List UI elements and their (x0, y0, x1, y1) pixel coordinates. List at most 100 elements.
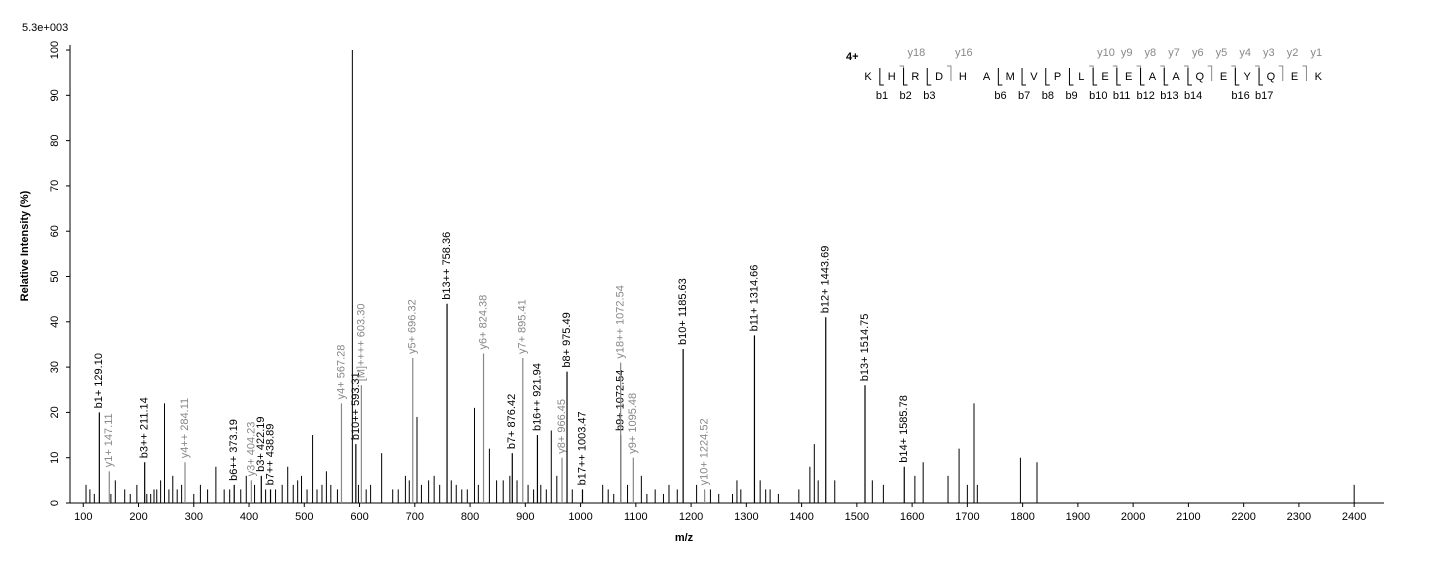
y-ion-label: y9 (1121, 47, 1133, 59)
x-tick-label: 1100 (624, 511, 648, 523)
residue: L (1078, 71, 1084, 83)
peak-label: b11+ 1314.66 (748, 265, 760, 332)
y-ion-bracket (1302, 65, 1307, 81)
peak-label: b8+ 975.49 (561, 312, 573, 367)
peak-label: y18++ 1072.54 (615, 285, 627, 358)
charge: 4+ (846, 51, 859, 63)
x-tick-label: 300 (185, 511, 203, 523)
residue: E (1125, 71, 1132, 83)
y-tick-label: 80 (49, 134, 61, 146)
peak-label: b7+ 876.42 (506, 394, 518, 449)
y-ion-bracket (899, 65, 905, 81)
b-ion-bracket (1258, 68, 1264, 86)
residue: M (1006, 71, 1015, 83)
peak-label: b17++ 1003.47 (576, 411, 588, 485)
x-tick-label: 2200 (1231, 511, 1255, 523)
residue: H (959, 71, 967, 83)
y-ion-bracket (1136, 65, 1142, 81)
x-tick-label: 1600 (900, 511, 924, 523)
peak-label: y8+ 966.45 (556, 399, 568, 454)
y-tick-label: 50 (49, 270, 61, 282)
residue: D (935, 71, 943, 83)
x-tick-label: 900 (516, 511, 534, 523)
peak-label: b7++ 438.89 (264, 424, 276, 486)
x-tick-label: 1000 (568, 511, 592, 523)
b-ion-label: b14 (1184, 90, 1202, 102)
y-ion-bracket (1160, 65, 1165, 81)
y-ion-bracket (946, 65, 952, 81)
b-ion-bracket (1092, 68, 1098, 86)
residue: Q (1196, 71, 1205, 83)
y-ion-label: y2 (1287, 47, 1299, 59)
peak-label: b16++ 921.94 (531, 363, 543, 431)
y-ion-bracket (1278, 65, 1284, 81)
y-ion-label: y1 (1310, 47, 1322, 59)
y-ion-label: y4 (1239, 47, 1251, 59)
b-ion-bracket (1163, 68, 1169, 86)
residue: K (864, 71, 872, 83)
x-tick-label: 2100 (1176, 511, 1200, 523)
x-tick-label: 2000 (1121, 511, 1145, 523)
b-ion-bracket (879, 68, 884, 86)
peak-label: y5+ 696.32 (407, 299, 419, 354)
y-ion-label: y7 (1168, 47, 1180, 59)
residue: Y (1244, 71, 1252, 83)
x-tick-label: 1500 (845, 511, 869, 523)
y-tick-label: 20 (49, 406, 61, 418)
b-ion-label: b3 (923, 90, 935, 102)
residue: A (1149, 71, 1157, 83)
b-ion-bracket (997, 68, 1003, 86)
b-ion-label: b2 (900, 90, 912, 102)
b-ion-bracket (1021, 68, 1027, 86)
peak-label: y1+ 147.11 (103, 413, 115, 467)
residue: E (1291, 71, 1298, 83)
peak-label: b3+ 422.19 (255, 416, 267, 471)
residue: P (1054, 71, 1061, 83)
residue: Q (1267, 71, 1276, 83)
residue: E (1101, 71, 1108, 83)
scale-note: 5.3e+003 (22, 22, 68, 34)
y-ion-label: y3 (1263, 47, 1275, 59)
b-ion-label: b13 (1160, 90, 1178, 102)
b-ion-bracket (926, 68, 932, 86)
b-ion-label: b17 (1255, 90, 1273, 102)
b-ion-bracket (1068, 68, 1074, 86)
x-tick-label: 1400 (789, 511, 813, 523)
y-tick-label: 90 (49, 89, 61, 101)
b-ion-label: b6 (994, 90, 1006, 102)
x-tick-label: 500 (295, 511, 313, 523)
b-ion-label: b7 (1018, 90, 1030, 102)
x-tick-label: 1800 (1010, 511, 1034, 523)
residue: K (1315, 71, 1323, 83)
y-ion-bracket (1183, 65, 1189, 81)
y-axis-title: Relative Intensity (%) (19, 190, 31, 301)
b-ion-label: b9 (1065, 90, 1077, 102)
b-ion-label: b16 (1231, 90, 1249, 102)
y-ion-label: y5 (1216, 47, 1228, 59)
x-tick-label: 100 (74, 511, 92, 523)
x-tick-label: 800 (461, 511, 479, 523)
y-tick-label: 40 (49, 316, 61, 328)
x-tick-label: 700 (406, 511, 424, 523)
residue: R (911, 71, 919, 83)
y-ion-bracket (1112, 65, 1118, 81)
peak-label: b13+ 1514.75 (859, 314, 871, 382)
peak-label: b3++ 211.14 (139, 397, 151, 458)
peak-label: y9+ 1095.48 (627, 393, 639, 454)
y-ion-bracket (1207, 65, 1213, 81)
y-tick-label: 100 (49, 41, 61, 59)
x-tick-label: 1700 (955, 511, 979, 523)
residue: H (888, 71, 896, 83)
b-ion-bracket (1045, 68, 1050, 86)
y-ion-label: y10 (1097, 47, 1115, 59)
peak-label: y4+ 567.28 (335, 345, 347, 400)
b-ion-label: b11 (1113, 90, 1131, 102)
peak-label: b6++ 373.19 (228, 419, 240, 481)
y-ion-label: y18 (908, 47, 926, 59)
peak-label: b12+ 1443.69 (820, 246, 832, 314)
peak-label: y3+ 404.23 (245, 422, 257, 477)
x-axis-title: m/z (675, 532, 694, 544)
b-ion-bracket (1140, 68, 1145, 86)
